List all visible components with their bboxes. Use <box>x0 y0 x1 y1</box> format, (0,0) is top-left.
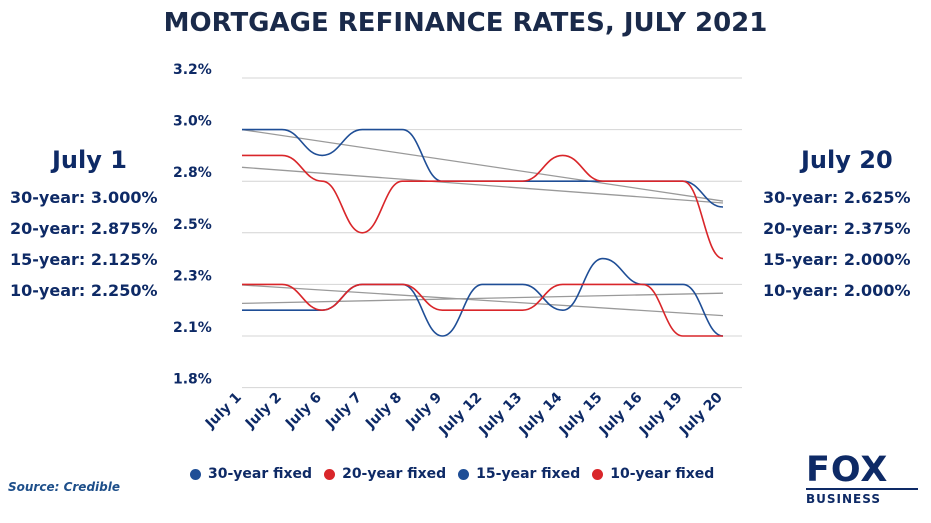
y-tick-label: 2.8% <box>173 165 212 181</box>
x-tick-label: July 20 <box>676 389 726 439</box>
july-1-heading: July 1 <box>52 146 127 174</box>
x-tick-label: July 15 <box>556 390 606 440</box>
july-1-10-year: 10-year: 2.250% <box>10 281 158 300</box>
legend-dot-15-year <box>458 468 470 480</box>
series-line-30-year-fixed <box>242 128 724 208</box>
x-tick-label: July 1 <box>202 390 245 433</box>
gridlines <box>242 77 742 389</box>
trendline <box>241 166 724 204</box>
legend-dot-30-year <box>190 468 201 480</box>
july-20-20-year: 20-year: 2.375% <box>763 219 911 238</box>
trendlines <box>241 128 724 317</box>
july-20-heading: July 20 <box>801 146 893 174</box>
trendline <box>241 292 724 305</box>
legend-label-10-year: 10-year fixed <box>610 466 715 482</box>
july-20-30-year: 30-year: 2.625% <box>763 188 911 207</box>
july-20-10-year: 10-year: 2.000% <box>763 281 911 300</box>
legend-label-20-year: 20-year fixed <box>342 466 447 482</box>
series-line-15-year-fixed <box>242 257 724 337</box>
series-lines <box>241 128 724 337</box>
july-20-15-year: 15-year: 2.000% <box>763 250 911 269</box>
x-tick-label: July 19 <box>636 390 686 440</box>
x-tick-label: July 16 <box>596 390 646 440</box>
legend-dot-10-year <box>592 468 604 480</box>
july-1-panel: July 1 30-year: 3.000% 20-year: 2.875% 1… <box>10 146 180 306</box>
legend-item-10-year: 10-year fixed <box>592 466 714 482</box>
y-tick-label: 2.3% <box>173 268 212 284</box>
y-tick-label: 2.1% <box>173 320 212 336</box>
x-tick-label: July 13 <box>476 390 526 440</box>
x-tick-label: July 6 <box>282 390 325 433</box>
july-1-30-year: 30-year: 3.000% <box>10 188 158 207</box>
legend-item-30-year: 30-year fixed <box>190 466 312 482</box>
trendline <box>241 128 724 202</box>
x-tick-label: July 8 <box>362 390 405 433</box>
series-line-10-year-fixed <box>241 283 723 337</box>
x-tick-label: July 2 <box>242 390 285 433</box>
july-1-20-year: 20-year: 2.875% <box>10 219 158 238</box>
legend-item-15-year: 15-year fixed <box>458 466 580 482</box>
trendline <box>241 284 724 317</box>
y-tick-label: 3.2% <box>173 62 212 78</box>
x-tick-label: July 7 <box>322 390 365 433</box>
y-axis-ticks: 3.2% 3.0% 2.8% 2.5% 2.3% 2.1% 1.8% <box>173 62 212 388</box>
series-line-20-year-fixed <box>242 154 724 260</box>
legend-label-30-year: 30-year fixed <box>208 466 313 482</box>
july-20-panel: July 20 30-year: 2.625% 20-year: 2.375% … <box>763 146 931 306</box>
legend-label-15-year: 15-year fixed <box>476 466 581 482</box>
y-tick-label: 2.5% <box>173 217 212 233</box>
y-tick-label: 1.8% <box>173 372 212 388</box>
chart-title: MORTGAGE REFINANCE RATES, JULY 2021 <box>163 8 768 38</box>
july-1-15-year: 15-year: 2.125% <box>10 250 158 269</box>
fox-business-logo: FOX BUSINESS <box>806 452 918 510</box>
x-tick-label: July 14 <box>516 389 566 439</box>
logo-business-text: BUSINESS <box>806 488 918 506</box>
x-tick-label: July 12 <box>435 390 485 440</box>
legend-dot-20-year <box>324 468 336 480</box>
source-note: Source: Credible <box>8 480 120 494</box>
logo-fox-text: FOX <box>806 450 889 490</box>
legend-item-20-year: 20-year fixed <box>324 466 446 482</box>
legend: 30-year fixed 20-year fixed 15-year fixe… <box>190 466 714 482</box>
y-tick-label: 3.0% <box>173 114 212 130</box>
